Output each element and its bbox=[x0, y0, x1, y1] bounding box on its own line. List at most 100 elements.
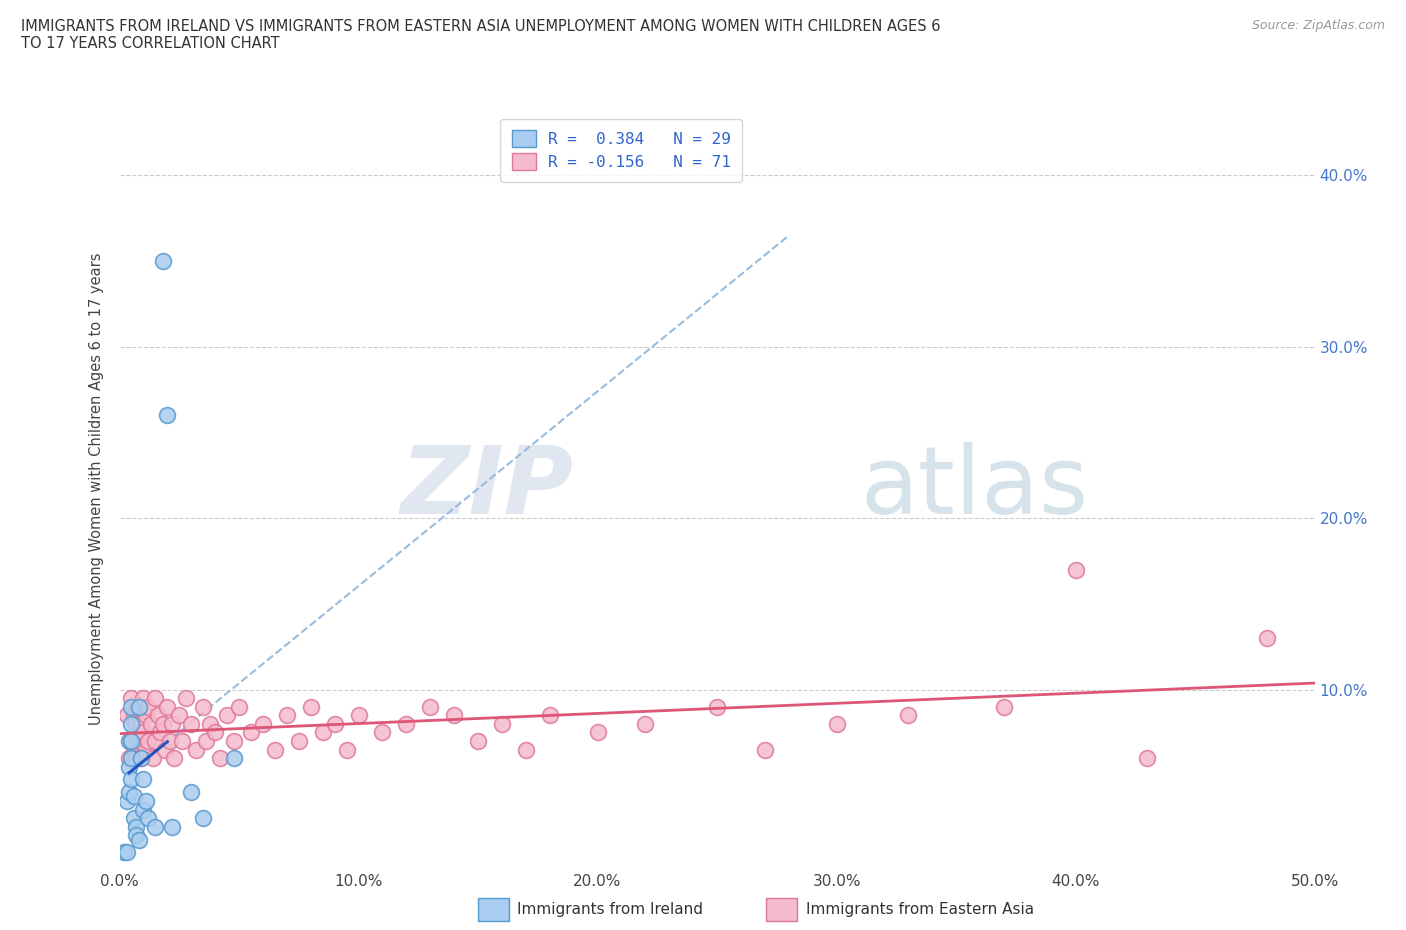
Point bbox=[156, 408, 179, 423]
Point bbox=[347, 708, 370, 723]
Text: atlas: atlas bbox=[860, 443, 1088, 534]
Point bbox=[312, 725, 335, 740]
Point bbox=[160, 716, 183, 731]
Point bbox=[323, 716, 346, 731]
Point bbox=[121, 691, 143, 706]
Point bbox=[118, 734, 141, 749]
Point bbox=[146, 708, 169, 723]
Point bbox=[443, 708, 465, 723]
Text: ZIP: ZIP bbox=[401, 443, 574, 534]
Point bbox=[825, 716, 848, 731]
Point bbox=[491, 716, 513, 731]
Point bbox=[754, 742, 776, 757]
Point bbox=[252, 716, 274, 731]
Point bbox=[115, 845, 138, 860]
Point bbox=[122, 789, 145, 804]
Point bbox=[419, 699, 441, 714]
Point bbox=[153, 742, 176, 757]
Point bbox=[135, 708, 157, 723]
Point bbox=[121, 699, 143, 714]
Text: Source: ZipAtlas.com: Source: ZipAtlas.com bbox=[1251, 19, 1385, 32]
Point bbox=[170, 734, 193, 749]
Point bbox=[200, 716, 222, 731]
Point bbox=[169, 708, 191, 723]
Point bbox=[128, 699, 150, 714]
Point bbox=[149, 725, 172, 740]
Point bbox=[135, 793, 157, 808]
Point bbox=[132, 771, 155, 786]
Point bbox=[122, 708, 145, 723]
Point bbox=[125, 716, 148, 731]
Point bbox=[634, 716, 657, 731]
Point bbox=[586, 725, 609, 740]
Point bbox=[145, 819, 166, 834]
Point bbox=[163, 751, 186, 765]
Point bbox=[125, 828, 148, 843]
Point bbox=[145, 734, 166, 749]
Point bbox=[128, 699, 150, 714]
Point bbox=[180, 716, 202, 731]
Point bbox=[1064, 563, 1087, 578]
Point bbox=[224, 734, 246, 749]
Point bbox=[336, 742, 357, 757]
Point bbox=[538, 708, 561, 723]
Point bbox=[191, 699, 215, 714]
Point bbox=[239, 725, 263, 740]
Point bbox=[160, 819, 183, 834]
Y-axis label: Unemployment Among Women with Children Ages 6 to 17 years: Unemployment Among Women with Children A… bbox=[89, 252, 104, 724]
Point bbox=[125, 751, 148, 765]
Point bbox=[176, 691, 198, 706]
Point bbox=[145, 691, 166, 706]
Point bbox=[132, 803, 155, 817]
Text: Immigrants from Ireland: Immigrants from Ireland bbox=[517, 902, 703, 917]
Point bbox=[159, 734, 181, 749]
Point bbox=[142, 751, 165, 765]
Point bbox=[122, 811, 145, 826]
Point bbox=[121, 734, 143, 749]
Point bbox=[136, 734, 159, 749]
Point bbox=[208, 751, 231, 765]
Text: Immigrants from Eastern Asia: Immigrants from Eastern Asia bbox=[806, 902, 1033, 917]
Point bbox=[139, 716, 162, 731]
Point bbox=[121, 751, 143, 765]
Point bbox=[467, 734, 489, 749]
Point bbox=[129, 751, 152, 765]
Point bbox=[191, 811, 215, 826]
Point bbox=[1256, 631, 1278, 645]
Point bbox=[121, 734, 143, 749]
Point bbox=[152, 254, 174, 269]
Point bbox=[288, 734, 311, 749]
Point bbox=[897, 708, 920, 723]
Point bbox=[993, 699, 1015, 714]
Point bbox=[135, 742, 157, 757]
Point bbox=[706, 699, 728, 714]
Point bbox=[204, 725, 226, 740]
Point bbox=[115, 793, 138, 808]
Point bbox=[115, 708, 138, 723]
Point bbox=[228, 699, 250, 714]
Point bbox=[132, 725, 155, 740]
Point bbox=[112, 845, 135, 860]
Legend: R =  0.384   N = 29, R = -0.156   N = 71: R = 0.384 N = 29, R = -0.156 N = 71 bbox=[501, 119, 742, 181]
Point bbox=[515, 742, 537, 757]
Point bbox=[184, 742, 207, 757]
Point bbox=[118, 759, 141, 774]
Point bbox=[264, 742, 287, 757]
Point bbox=[152, 716, 174, 731]
Point bbox=[128, 833, 150, 848]
Point bbox=[129, 751, 152, 765]
Point bbox=[371, 725, 394, 740]
Point bbox=[276, 708, 298, 723]
Text: IMMIGRANTS FROM IRELAND VS IMMIGRANTS FROM EASTERN ASIA UNEMPLOYMENT AMONG WOMEN: IMMIGRANTS FROM IRELAND VS IMMIGRANTS FR… bbox=[21, 19, 941, 51]
Point bbox=[125, 819, 148, 834]
Point bbox=[194, 734, 217, 749]
Point bbox=[136, 811, 159, 826]
Point bbox=[118, 785, 141, 800]
Point bbox=[180, 785, 202, 800]
Point bbox=[395, 716, 418, 731]
Point bbox=[136, 699, 159, 714]
Point bbox=[128, 734, 150, 749]
Point bbox=[217, 708, 239, 723]
Point bbox=[118, 751, 141, 765]
Point bbox=[132, 691, 155, 706]
